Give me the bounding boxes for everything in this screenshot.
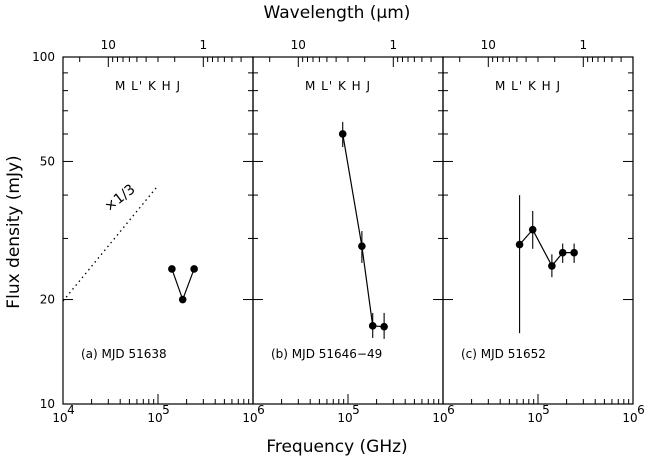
data-point	[178, 295, 187, 304]
x-tick-exponent: 6	[447, 403, 455, 417]
panel-label: (a) MJD 51638	[81, 347, 167, 361]
top-axis-title: Wavelength (μm)	[264, 3, 411, 23]
x-tick-exponent: 6	[637, 403, 645, 417]
data-point	[570, 248, 578, 257]
band-labels: M L' K H J	[115, 79, 181, 93]
x-tick-label: 10	[147, 411, 162, 425]
band-labels: M L' K H J	[495, 79, 561, 93]
x-tick-label: 10	[337, 411, 352, 425]
top-tick-label: 1	[579, 38, 587, 52]
x-tick-exponent: 6	[257, 403, 265, 417]
x-tick-label: 10	[432, 411, 447, 425]
data-point	[368, 322, 377, 330]
x-tick-exponent: 4	[67, 403, 75, 417]
x-tick-exponent: 5	[352, 403, 360, 417]
top-tick-label: 10	[481, 38, 496, 52]
data-point	[528, 225, 537, 234]
y-tick-label: 50	[40, 154, 55, 168]
data-point	[558, 248, 567, 257]
data-marks	[62, 121, 578, 339]
top-tick-label: 10	[101, 38, 116, 52]
scaling-label: ×1/3	[102, 181, 139, 215]
data-point	[380, 322, 388, 331]
y-axis-title: Flux density (mJy)	[4, 155, 24, 308]
data-point	[190, 265, 198, 273]
data-point	[358, 242, 366, 250]
data-point	[515, 240, 524, 249]
y-tick-label: 20	[40, 293, 55, 307]
x-tick-exponent: 5	[542, 403, 550, 417]
top-tick-label: 10	[291, 38, 306, 52]
x-tick-label: 10	[242, 411, 257, 425]
top-tick-label: 1	[389, 38, 397, 52]
band-labels: M L' K H J	[305, 79, 371, 93]
x-tick-label: 10	[527, 411, 542, 425]
y-tick-label: 10	[40, 397, 55, 411]
panel-label: (c) MJD 51652	[461, 347, 546, 361]
top-tick-label: 1	[199, 38, 207, 52]
y-tick-label: 100	[32, 50, 55, 64]
x-axis-title: Frequency (GHz)	[266, 437, 407, 457]
data-point	[168, 265, 176, 273]
series-line	[171, 268, 195, 302]
labels: Wavelength (μm) Frequency (GHz) Flux den…	[4, 3, 645, 457]
x-tick-label: 10	[52, 411, 67, 425]
x-tick-exponent: 5	[162, 403, 170, 417]
data-point	[548, 262, 556, 270]
series-line	[342, 133, 385, 328]
data-point	[338, 130, 347, 138]
axis-ticks	[62, 56, 634, 405]
x-tick-label: 10	[622, 411, 637, 425]
series-line	[519, 228, 575, 267]
panel-label: (b) MJD 51646−49	[271, 347, 382, 361]
